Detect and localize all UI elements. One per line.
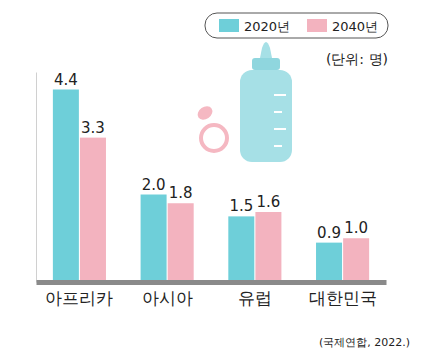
- bottle-scale: [274, 111, 282, 113]
- data-label: 1.6: [256, 193, 280, 211]
- legend-box: [205, 13, 388, 38]
- data-label: 3.3: [81, 119, 105, 137]
- data-label: 0.9: [317, 224, 341, 242]
- data-label: 1.5: [229, 197, 253, 215]
- x-tick: 대한민국: [309, 282, 377, 308]
- x-tick-label: 유럽: [238, 288, 272, 308]
- data-label: 1.8: [169, 184, 193, 202]
- x-tick-label: 아프리카: [45, 288, 113, 308]
- bar: [255, 212, 281, 282]
- y-axis-line: [36, 73, 37, 283]
- bar: [53, 90, 79, 283]
- data-label: 2.0: [142, 176, 166, 194]
- x-axis-line: [37, 280, 387, 285]
- data-labels: 4.4 2.0 1.5 0.9 3.3 1.8 1.6 1.0: [54, 71, 368, 242]
- x-axis: 아프리카 아시아 유럽 대한민국: [37, 282, 387, 308]
- legend-swatch: [219, 19, 239, 32]
- legend-swatch: [307, 19, 327, 32]
- bar: [228, 216, 254, 282]
- bottle-nipple: [260, 42, 272, 58]
- bottle-cap: [252, 58, 280, 70]
- bar: [343, 238, 369, 282]
- bar: [168, 203, 194, 282]
- legend-label: 2020년: [244, 19, 290, 34]
- source: (국제연합, 2022.): [319, 336, 410, 349]
- pacifier-nipple: [195, 103, 215, 122]
- bar: [141, 195, 167, 283]
- bottle-scale: [274, 94, 286, 96]
- data-label: 4.4: [54, 71, 78, 89]
- chart: 4.4 2.0 1.5 0.9 3.3 1.8 1.6 1.0 아프리카 아시아 유럽 대한민국 202…: [0, 0, 422, 358]
- x-tick: 아시아: [142, 282, 193, 308]
- legend-label: 2040년: [332, 19, 378, 34]
- bar: [80, 138, 106, 282]
- decoration: [195, 42, 292, 162]
- data-label: 1.0: [344, 219, 368, 237]
- bottle-scale: [274, 128, 286, 130]
- pacifier-ring: [201, 125, 227, 151]
- bars: [53, 90, 369, 283]
- legend: 2020년 2040년: [205, 13, 388, 38]
- bottle-body: [240, 70, 292, 162]
- x-tick-label: 대한민국: [309, 288, 377, 308]
- bar: [316, 243, 342, 282]
- y-axis: [36, 73, 37, 283]
- unit-label: (단위: 명): [326, 51, 388, 67]
- x-tick: 아프리카: [45, 282, 113, 308]
- x-tick-label: 아시아: [142, 288, 193, 308]
- bottle-scale: [274, 145, 282, 147]
- x-tick: 유럽: [238, 282, 272, 308]
